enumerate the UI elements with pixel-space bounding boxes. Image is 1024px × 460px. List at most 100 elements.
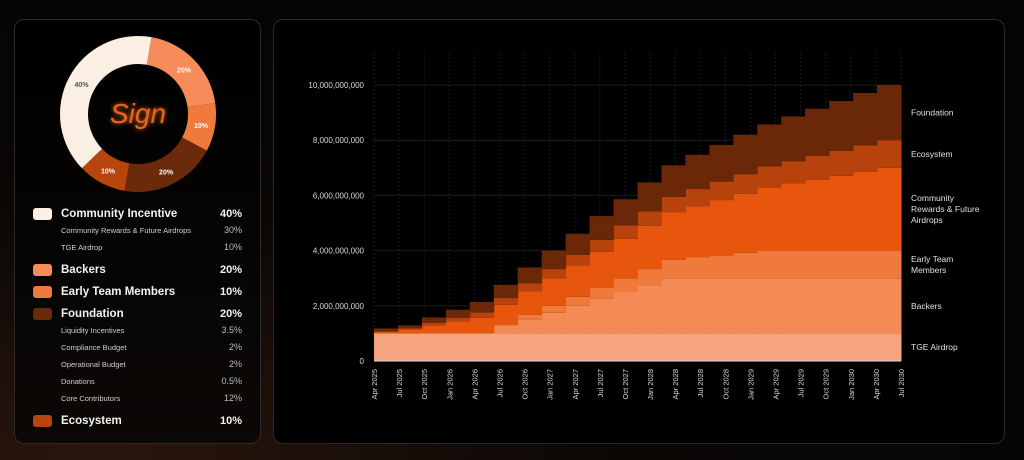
legend-label: Community Incentive: [61, 208, 178, 220]
area-step-tge-airdrop: [445, 333, 471, 361]
area-step-community-rewards-future-airdrops: [517, 291, 543, 315]
legend-sublabel: Liquidity Incentives: [61, 325, 125, 335]
area-step-early-team-members: [493, 324, 519, 327]
legend-subvalue: 2%: [228, 342, 242, 352]
series-label-tge-airdrop: TGE Airdrop: [911, 342, 958, 352]
area-step-ecosystem: [829, 150, 854, 176]
area-step-backers: [853, 278, 878, 334]
donut-slice-label: 20%: [159, 170, 174, 177]
area-step-community-rewards-future-airdrops: [877, 167, 902, 251]
area-step-community-rewards-future-airdrops: [805, 179, 830, 251]
area-step-tge-airdrop: [517, 333, 543, 361]
area-step-tge-airdrop: [469, 333, 495, 361]
area-step-ecosystem: [541, 269, 567, 279]
area-step-community-rewards-future-airdrops: [757, 187, 782, 251]
legend-item-backers: Backers 20%: [33, 263, 242, 277]
x-tick-label: Jan 2029: [746, 369, 755, 400]
legend-subitem-donations: Donations 0.5%: [33, 375, 242, 387]
legend-subitem-compliance-budget: Compliance Budget 2%: [33, 341, 242, 353]
area-step-tge-airdrop: [637, 333, 662, 361]
area-step-early-team-members: [565, 296, 591, 306]
legend-label: Foundation: [61, 308, 124, 320]
donut-slice-ecosystem[interactable]: [81, 148, 130, 191]
area-step-foundation: [733, 134, 758, 175]
donut-slice-community-incentive[interactable]: [60, 36, 152, 169]
series-community-rewards-future-airdrops: [374, 167, 902, 334]
area-step-community-rewards-future-airdrops: [685, 206, 710, 258]
legend-subitem-community-rewards-future-airdrops: Community Rewards & Future Airdrops 30%: [33, 224, 242, 236]
area-step-foundation: [589, 216, 615, 240]
area-step-foundation: [757, 124, 782, 167]
legend-swatch: [33, 208, 52, 220]
area-step-early-team-members: [781, 250, 806, 279]
area-step-early-team-members: [589, 287, 615, 299]
area-step-tge-airdrop: [733, 333, 758, 361]
area-step-community-rewards-future-airdrops: [374, 332, 399, 334]
legend-subvalue: 0.5%: [221, 376, 242, 386]
x-tick-label: Jul 2027: [596, 369, 605, 397]
area-step-early-team-members: [709, 255, 734, 279]
legend-subitem-tge-airdrop: TGE Airdrop 10%: [33, 241, 242, 253]
legend-subvalue: 30%: [223, 225, 242, 235]
x-tick-label: Apr 2026: [470, 369, 479, 399]
area-step-foundation: [853, 93, 878, 146]
legend-label: Ecosystem: [61, 415, 122, 427]
area-step-backers: [637, 285, 662, 334]
area-step-community-rewards-future-airdrops: [445, 321, 471, 334]
area-step-backers: [565, 305, 591, 334]
area-step-tge-airdrop: [397, 333, 423, 361]
legend-swatch: [33, 286, 52, 298]
area-step-backers: [541, 312, 567, 334]
donut-slice-foundation[interactable]: [124, 137, 207, 192]
area-step-ecosystem: [757, 166, 782, 188]
donut-slice-label: 10%: [101, 169, 116, 176]
area-step-early-team-members: [757, 250, 782, 279]
donut-slice-label: 40%: [74, 82, 89, 89]
area-step-tge-airdrop: [709, 333, 734, 361]
x-tick-label: Jan 2026: [445, 369, 454, 400]
area-step-early-team-members: [637, 269, 662, 286]
area-step-tge-airdrop: [757, 333, 782, 361]
area-step-tge-airdrop: [685, 333, 710, 361]
x-tick-label: Jan 2028: [646, 369, 655, 400]
y-tick-label: 6,000,000,000: [313, 191, 365, 200]
y-tick-label: 2,000,000,000: [313, 302, 365, 311]
legend-swatch: [33, 308, 52, 320]
area-step-ecosystem: [709, 181, 734, 201]
vesting-stacked-area-chart: 0 2,000,000,000 4,000,000,000 6,000,000,000…: [308, 53, 980, 400]
area-step-backers: [709, 278, 734, 334]
legend-subitem-core-contributors: Core Contributors 12%: [33, 392, 242, 404]
area-step-early-team-members: [661, 259, 686, 279]
area-step-foundation: [541, 250, 567, 270]
series-ecosystem: [374, 140, 902, 333]
area-step-tge-airdrop: [374, 333, 399, 361]
area-step-community-rewards-future-airdrops: [661, 212, 686, 260]
legend-label: Early Team Members: [61, 286, 176, 298]
legend-value: 40%: [219, 208, 242, 220]
donut-slice-backers[interactable]: [146, 37, 216, 108]
legend-sublabel: Donations: [61, 376, 95, 386]
area-step-ecosystem: [589, 239, 615, 252]
area-step-ecosystem: [805, 155, 830, 180]
area-step-ecosystem: [661, 196, 686, 213]
donut-slice-early-team-members[interactable]: [182, 103, 216, 151]
x-tick-label: Jan 2030: [847, 369, 856, 400]
x-tick-label: Jul 2030: [897, 369, 906, 397]
area-step-ecosystem: [517, 283, 543, 292]
x-tick-label: Jul 2028: [696, 369, 705, 397]
x-tick-label: Apr 2028: [671, 369, 680, 399]
area-step-early-team-members: [517, 314, 543, 320]
area-step-early-team-members: [613, 278, 638, 292]
series-label-early-team-members: Early Team Members: [911, 254, 953, 275]
area-step-tge-airdrop: [613, 333, 638, 361]
area-step-backers: [685, 278, 710, 334]
legend-sublabel: TGE Airdrop: [61, 242, 103, 252]
area-step-tge-airdrop: [781, 333, 806, 361]
x-tick-label: Jan 2027: [546, 369, 555, 400]
area-step-backers: [589, 298, 615, 334]
area-step-ecosystem: [877, 140, 902, 168]
area-step-early-team-members: [829, 250, 854, 279]
area-step-tge-airdrop: [829, 333, 854, 361]
area-step-community-rewards-future-airdrops: [589, 251, 615, 288]
area-step-tge-airdrop: [805, 333, 830, 361]
